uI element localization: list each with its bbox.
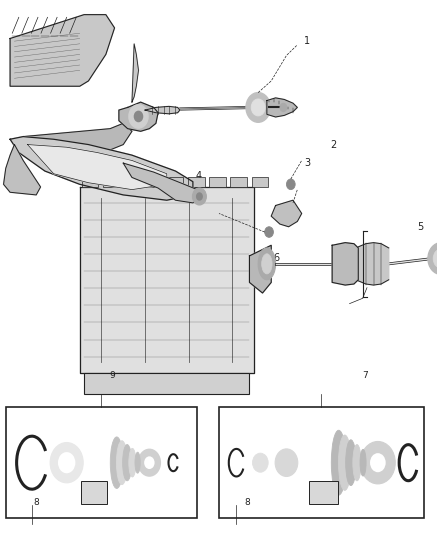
Circle shape bbox=[370, 453, 386, 472]
Bar bbox=[252, 177, 268, 187]
Ellipse shape bbox=[258, 248, 276, 280]
Ellipse shape bbox=[261, 254, 272, 274]
FancyBboxPatch shape bbox=[81, 481, 107, 504]
Bar bbox=[6, 7, 210, 206]
Circle shape bbox=[196, 192, 203, 201]
Bar bbox=[230, 177, 247, 187]
Text: 3: 3 bbox=[304, 158, 310, 168]
Circle shape bbox=[192, 188, 206, 205]
Bar bbox=[188, 177, 205, 187]
Polygon shape bbox=[123, 163, 201, 203]
Ellipse shape bbox=[346, 440, 356, 486]
Text: 8: 8 bbox=[33, 498, 39, 507]
Ellipse shape bbox=[110, 437, 123, 488]
Ellipse shape bbox=[360, 449, 366, 476]
Text: 6: 6 bbox=[273, 253, 279, 263]
Polygon shape bbox=[250, 245, 271, 293]
Polygon shape bbox=[332, 243, 358, 285]
Polygon shape bbox=[4, 144, 41, 195]
Circle shape bbox=[433, 249, 438, 268]
Text: 4: 4 bbox=[195, 172, 201, 181]
Polygon shape bbox=[358, 243, 389, 285]
Circle shape bbox=[246, 93, 270, 122]
FancyBboxPatch shape bbox=[309, 481, 338, 504]
Text: 8: 8 bbox=[244, 498, 250, 507]
Circle shape bbox=[428, 243, 438, 274]
Circle shape bbox=[352, 431, 404, 495]
Bar bbox=[209, 177, 226, 187]
Polygon shape bbox=[10, 14, 115, 86]
Circle shape bbox=[134, 111, 143, 122]
Circle shape bbox=[265, 227, 273, 237]
Polygon shape bbox=[80, 187, 254, 373]
Circle shape bbox=[253, 453, 268, 472]
Circle shape bbox=[268, 440, 305, 485]
Polygon shape bbox=[28, 144, 167, 190]
Circle shape bbox=[247, 446, 274, 480]
Circle shape bbox=[286, 179, 295, 190]
Ellipse shape bbox=[339, 435, 351, 490]
Polygon shape bbox=[23, 123, 132, 150]
Ellipse shape bbox=[123, 445, 132, 481]
Circle shape bbox=[280, 103, 287, 112]
Polygon shape bbox=[271, 200, 302, 227]
Polygon shape bbox=[119, 102, 158, 131]
Circle shape bbox=[43, 433, 91, 492]
Circle shape bbox=[360, 441, 395, 484]
Text: 1: 1 bbox=[304, 36, 310, 46]
Bar bbox=[84, 373, 250, 394]
Text: 2: 2 bbox=[330, 140, 336, 150]
Circle shape bbox=[251, 99, 265, 116]
Polygon shape bbox=[267, 98, 297, 117]
Bar bbox=[103, 177, 120, 187]
Ellipse shape bbox=[117, 441, 127, 484]
Text: 7: 7 bbox=[362, 372, 367, 381]
Polygon shape bbox=[132, 44, 138, 102]
Ellipse shape bbox=[135, 452, 140, 473]
Circle shape bbox=[144, 456, 155, 469]
Ellipse shape bbox=[129, 448, 136, 477]
Bar bbox=[82, 177, 99, 187]
Circle shape bbox=[138, 449, 160, 476]
Bar bbox=[124, 177, 141, 187]
Circle shape bbox=[275, 449, 298, 477]
Bar bbox=[167, 177, 184, 187]
Bar bbox=[145, 177, 162, 187]
Text: 5: 5 bbox=[417, 222, 423, 232]
Circle shape bbox=[58, 452, 75, 473]
Bar bbox=[219, 407, 424, 519]
Circle shape bbox=[129, 105, 148, 128]
Ellipse shape bbox=[353, 445, 361, 481]
Text: 9: 9 bbox=[110, 372, 115, 381]
Polygon shape bbox=[10, 136, 193, 200]
Circle shape bbox=[50, 442, 83, 483]
Polygon shape bbox=[145, 107, 180, 114]
Bar bbox=[6, 407, 197, 519]
Ellipse shape bbox=[331, 430, 346, 495]
